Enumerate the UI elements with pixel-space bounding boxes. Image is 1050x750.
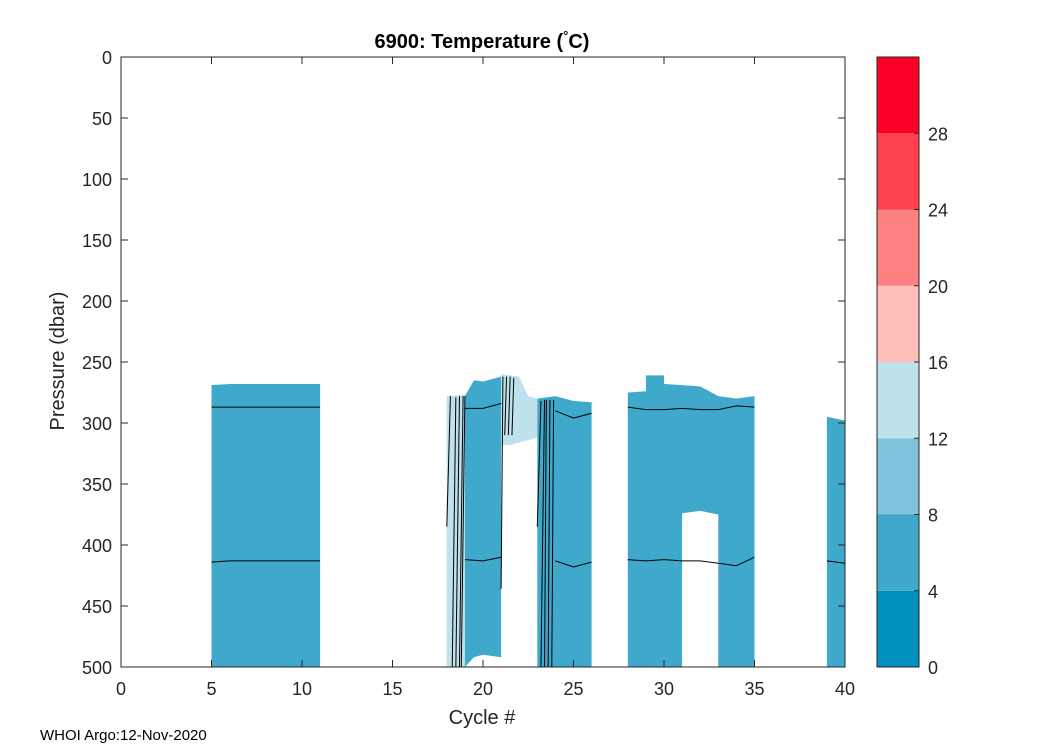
y-tick-label: 450 <box>82 597 112 617</box>
contour-steep-21-c <box>507 376 511 436</box>
filled-region-cycles-28-35 <box>627 375 755 667</box>
colorbar-band <box>877 209 919 286</box>
contour-steep-23-d <box>547 399 551 668</box>
contour-steep-18-c <box>455 396 460 668</box>
colorbar-tick-label: 8 <box>928 506 938 526</box>
contour-4C-cycles-39-40 <box>826 560 846 564</box>
y-tick-label: 50 <box>92 109 112 129</box>
plot-area <box>120 56 846 668</box>
x-tick-label: 10 <box>292 679 312 699</box>
x-tick-label: 30 <box>654 679 674 699</box>
colorbar-tick-label: 28 <box>928 124 948 144</box>
contour-4C-cycles-28-35 <box>627 556 755 567</box>
x-tick-label: 25 <box>563 679 583 699</box>
colorbar: 0 4 8 12 16 20 24 28 <box>876 56 948 678</box>
contour-steep-23-e <box>551 399 555 668</box>
x-axis: 0 5 10 15 20 25 30 35 40 <box>116 57 855 699</box>
x-tick-label: 0 <box>116 679 126 699</box>
x-tick-label: 35 <box>744 679 764 699</box>
contour-8C-cycles-19-21 <box>464 402 502 409</box>
y-tick-label: 400 <box>82 536 112 556</box>
colorbar-tick-label: 20 <box>928 277 948 297</box>
contour-steep-21-a <box>500 376 504 589</box>
colorbar-tick-label: 12 <box>928 429 948 449</box>
colorbar-tick-label: 16 <box>928 353 948 373</box>
x-axis-label: Cycle # <box>449 707 517 729</box>
y-tick-label: 250 <box>82 353 112 373</box>
x-tick-label: 20 <box>473 679 493 699</box>
contour-steep-23-b <box>540 399 546 668</box>
colorbar-band <box>877 590 919 667</box>
contour-8C-cycles-23-26 <box>555 410 592 419</box>
contour-4C-cycles-23-26 <box>555 560 592 568</box>
colorbar-tick-label: 24 <box>928 201 948 221</box>
filled-region-cycles-5-11 <box>211 383 321 667</box>
contour-steep-18-a <box>446 396 451 527</box>
y-tick-label: 350 <box>82 475 112 495</box>
y-tick-label: 500 <box>82 658 112 678</box>
contour-steep-21-d <box>511 377 515 436</box>
y-tick-label: 300 <box>82 414 112 434</box>
contour-steep-18-e <box>460 396 466 668</box>
colorbar-band <box>877 438 919 515</box>
filled-region-cycles-19-21 <box>464 376 502 667</box>
contour-4C-cycles-19-21 <box>464 556 502 562</box>
contour-steep-23-c <box>544 399 547 668</box>
x-tick-label: 5 <box>206 679 216 699</box>
contour-steep-18-b <box>451 397 457 668</box>
contour-4C-cycles-5-11 <box>211 560 321 563</box>
colorbar-tick-label: 4 <box>928 582 938 602</box>
colorbar-band <box>877 285 919 362</box>
filled-region-cycles-23-26 <box>537 396 592 667</box>
footer-credit: WHOI Argo:12-Nov-2020 <box>40 727 207 744</box>
y-tick-label: 150 <box>82 231 112 251</box>
colorbar-band <box>877 514 919 591</box>
y-axis-label: Pressure (dbar) <box>47 292 69 431</box>
contour-steep-21-b <box>504 376 508 436</box>
contour-8C-cycles-28-35 <box>627 405 755 411</box>
chart-title: 6900: Temperature (°C) <box>375 28 590 53</box>
x-tick-label: 40 <box>835 679 855 699</box>
contour-steep-23-a <box>536 401 542 527</box>
colorbar-tick-label: 0 <box>928 658 938 678</box>
x-tick-label: 15 <box>382 679 402 699</box>
y-tick-label: 100 <box>82 170 112 190</box>
contour-steep-18-d <box>458 396 464 668</box>
colorbar-band <box>877 57 919 134</box>
colorbar-band <box>877 362 919 439</box>
y-axis: 0 50 100 150 200 250 300 350 400 450 500 <box>82 48 845 678</box>
y-tick-label: 200 <box>82 292 112 312</box>
y-tick-label: 0 <box>102 48 112 68</box>
filled-region-cycles-39-40 <box>826 416 845 667</box>
colorbar-band <box>877 133 919 210</box>
